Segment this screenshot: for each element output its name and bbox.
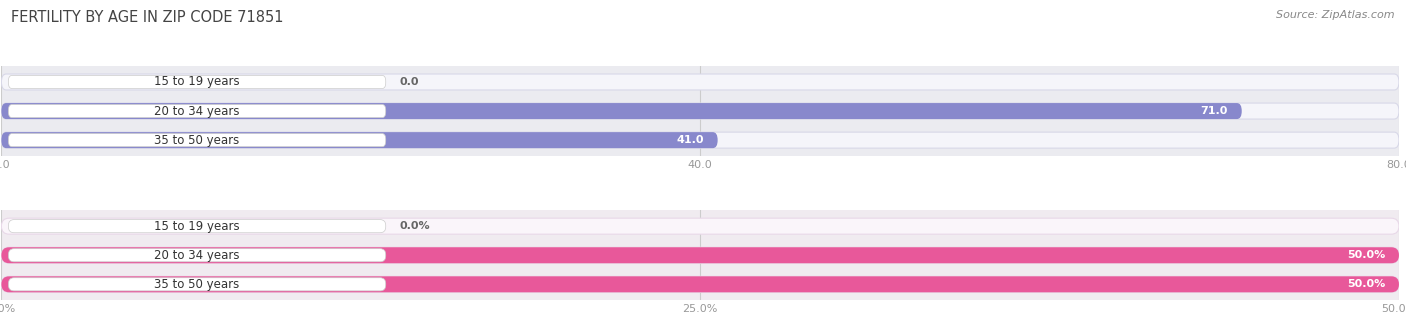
Text: FERTILITY BY AGE IN ZIP CODE 71851: FERTILITY BY AGE IN ZIP CODE 71851 — [11, 10, 284, 25]
Text: 20 to 34 years: 20 to 34 years — [155, 249, 240, 262]
FancyBboxPatch shape — [1, 103, 1241, 119]
Text: 50.0%: 50.0% — [1347, 250, 1385, 260]
Text: 35 to 50 years: 35 to 50 years — [155, 134, 239, 147]
FancyBboxPatch shape — [8, 220, 385, 233]
Text: 50.0%: 50.0% — [1347, 279, 1385, 289]
FancyBboxPatch shape — [1, 276, 1399, 292]
FancyBboxPatch shape — [8, 134, 385, 147]
Text: 15 to 19 years: 15 to 19 years — [155, 76, 240, 88]
FancyBboxPatch shape — [1, 103, 1399, 119]
Text: 35 to 50 years: 35 to 50 years — [155, 278, 239, 291]
FancyBboxPatch shape — [1, 276, 1399, 292]
FancyBboxPatch shape — [1, 247, 1399, 263]
FancyBboxPatch shape — [1, 218, 1399, 234]
Text: Source: ZipAtlas.com: Source: ZipAtlas.com — [1277, 10, 1395, 20]
FancyBboxPatch shape — [1, 74, 1399, 90]
Text: 15 to 19 years: 15 to 19 years — [155, 220, 240, 233]
FancyBboxPatch shape — [1, 132, 717, 148]
FancyBboxPatch shape — [8, 105, 385, 117]
Text: 41.0: 41.0 — [676, 135, 703, 145]
FancyBboxPatch shape — [1, 132, 1399, 148]
Text: 20 to 34 years: 20 to 34 years — [155, 105, 240, 117]
Text: 0.0: 0.0 — [399, 77, 419, 87]
FancyBboxPatch shape — [8, 278, 385, 291]
Text: 0.0%: 0.0% — [399, 221, 430, 231]
Text: 71.0: 71.0 — [1201, 106, 1227, 116]
FancyBboxPatch shape — [8, 249, 385, 262]
FancyBboxPatch shape — [8, 76, 385, 88]
FancyBboxPatch shape — [1, 247, 1399, 263]
